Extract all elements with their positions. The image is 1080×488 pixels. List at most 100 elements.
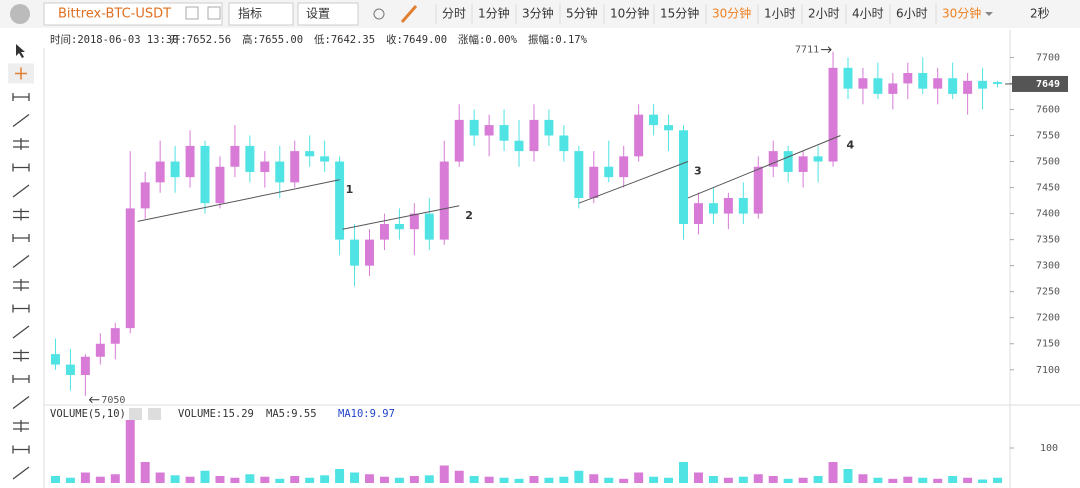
candle-body: [245, 145, 255, 172]
high-arrow: [821, 46, 832, 54]
icon-box[interactable]: [185, 6, 199, 20]
candle-body: [275, 161, 285, 183]
candle-body: [529, 119, 539, 152]
volume-bar: [379, 476, 389, 483]
pencil-icon[interactable]: [400, 5, 418, 23]
volume-bar: [738, 476, 748, 483]
y-tick-label: 7600: [1036, 104, 1060, 115]
candle-body: [544, 119, 554, 136]
theme-icon[interactable]: [373, 8, 385, 20]
period-button[interactable]: 3分钟: [522, 6, 554, 21]
tool-icon[interactable]: [13, 420, 29, 432]
volume-bar: [185, 476, 195, 483]
y-tick-label: 7550: [1036, 131, 1060, 142]
last-price: 7649: [1036, 79, 1060, 90]
tool-icon[interactable]: [13, 208, 29, 221]
volume-bar: [80, 472, 90, 483]
period-button[interactable]: 分时: [442, 7, 466, 21]
period-button[interactable]: 4小时: [852, 7, 884, 21]
info-item: 涨幅:0.00%: [458, 33, 518, 46]
candle-body: [200, 145, 210, 204]
candle-body: [469, 119, 479, 136]
period-button[interactable]: 5分钟: [566, 6, 598, 21]
period-button[interactable]: 30分钟: [712, 6, 751, 21]
tool-icon[interactable]: [13, 279, 29, 291]
volume-bar: [454, 470, 464, 483]
candle-body: [873, 78, 883, 94]
candle-body: [50, 354, 60, 365]
volume-bar: [933, 478, 943, 483]
volume-bar: [559, 476, 569, 483]
tool-icon[interactable]: [12, 254, 30, 269]
candle-body: [768, 151, 778, 167]
volume-bar: [110, 474, 120, 483]
candle-body: [215, 166, 225, 204]
period-dropdown[interactable]: 30分钟: [942, 6, 981, 21]
period-button[interactable]: 1小时: [764, 7, 796, 21]
candle-body: [664, 125, 674, 131]
period-button[interactable]: 15分钟: [660, 6, 699, 21]
candle-body: [185, 145, 195, 178]
candle-body: [604, 166, 614, 178]
close-icon[interactable]: [148, 408, 161, 420]
volume-bar: [783, 478, 793, 483]
tool-icon[interactable]: [13, 349, 29, 362]
volume-bar: [484, 476, 494, 483]
volume-bar: [95, 476, 105, 483]
icon-box[interactable]: [207, 6, 221, 20]
candle-body: [394, 224, 404, 230]
settings-icon[interactable]: [129, 408, 142, 420]
button-box[interactable]: [297, 2, 359, 26]
tool-icon[interactable]: [12, 325, 30, 339]
low-marker: 7050: [101, 395, 125, 406]
y-tick-label: 7150: [1036, 339, 1060, 350]
y-tick-label: 100: [1040, 443, 1058, 454]
tool-icon[interactable]: [12, 304, 30, 313]
tool-icon[interactable]: [12, 163, 30, 172]
volume-bar: [200, 470, 210, 483]
last-price-badge: [1012, 75, 1068, 92]
tool-icon[interactable]: [12, 375, 30, 383]
volume-bar: [768, 476, 778, 483]
volume-bar: [963, 477, 973, 483]
volume-bar: [439, 465, 449, 483]
period-button[interactable]: 6小时: [896, 7, 928, 21]
volume-bar: [170, 475, 180, 483]
volume-bar: [290, 476, 300, 483]
button[interactable]: 设置: [306, 7, 330, 21]
tool-icon[interactable]: [12, 184, 30, 198]
period-button[interactable]: 1分钟: [478, 6, 510, 21]
low-arrow: [89, 396, 100, 404]
tool-icon[interactable]: [12, 93, 30, 101]
tool-icon[interactable]: [12, 113, 30, 128]
refresh-rate[interactable]: 2秒: [1030, 7, 1050, 21]
volume-bar: [215, 476, 225, 483]
tool-icon[interactable]: [16, 44, 25, 58]
candle-body: [484, 125, 494, 136]
info-item: 高:7655.00: [242, 33, 303, 46]
candle-body: [753, 166, 763, 214]
tool-icon[interactable]: [12, 234, 30, 242]
high-marker: 7711: [795, 45, 819, 56]
volume-bar: [858, 474, 868, 483]
tool-icon[interactable]: [12, 445, 30, 454]
volume-legend: MA10:9.97: [338, 408, 395, 420]
tool-icon[interactable]: [13, 138, 29, 150]
period-button[interactable]: 10分钟: [610, 6, 649, 21]
candle-body: [813, 156, 823, 162]
period-button[interactable]: 2小时: [808, 7, 840, 21]
tool-icon[interactable]: [15, 67, 27, 80]
candle-body: [170, 161, 180, 178]
candle-body: [843, 67, 853, 89]
volume-bar: [245, 474, 255, 483]
trend-line: [137, 179, 340, 222]
button-box[interactable]: [228, 2, 294, 26]
tool-icon[interactable]: [12, 395, 30, 410]
button[interactable]: 指标: [238, 6, 262, 21]
volume-bar: [708, 476, 718, 483]
tool-icon[interactable]: [12, 466, 30, 480]
candle-body: [693, 203, 703, 224]
candle-body: [350, 239, 360, 266]
symbol-box[interactable]: [43, 2, 223, 26]
